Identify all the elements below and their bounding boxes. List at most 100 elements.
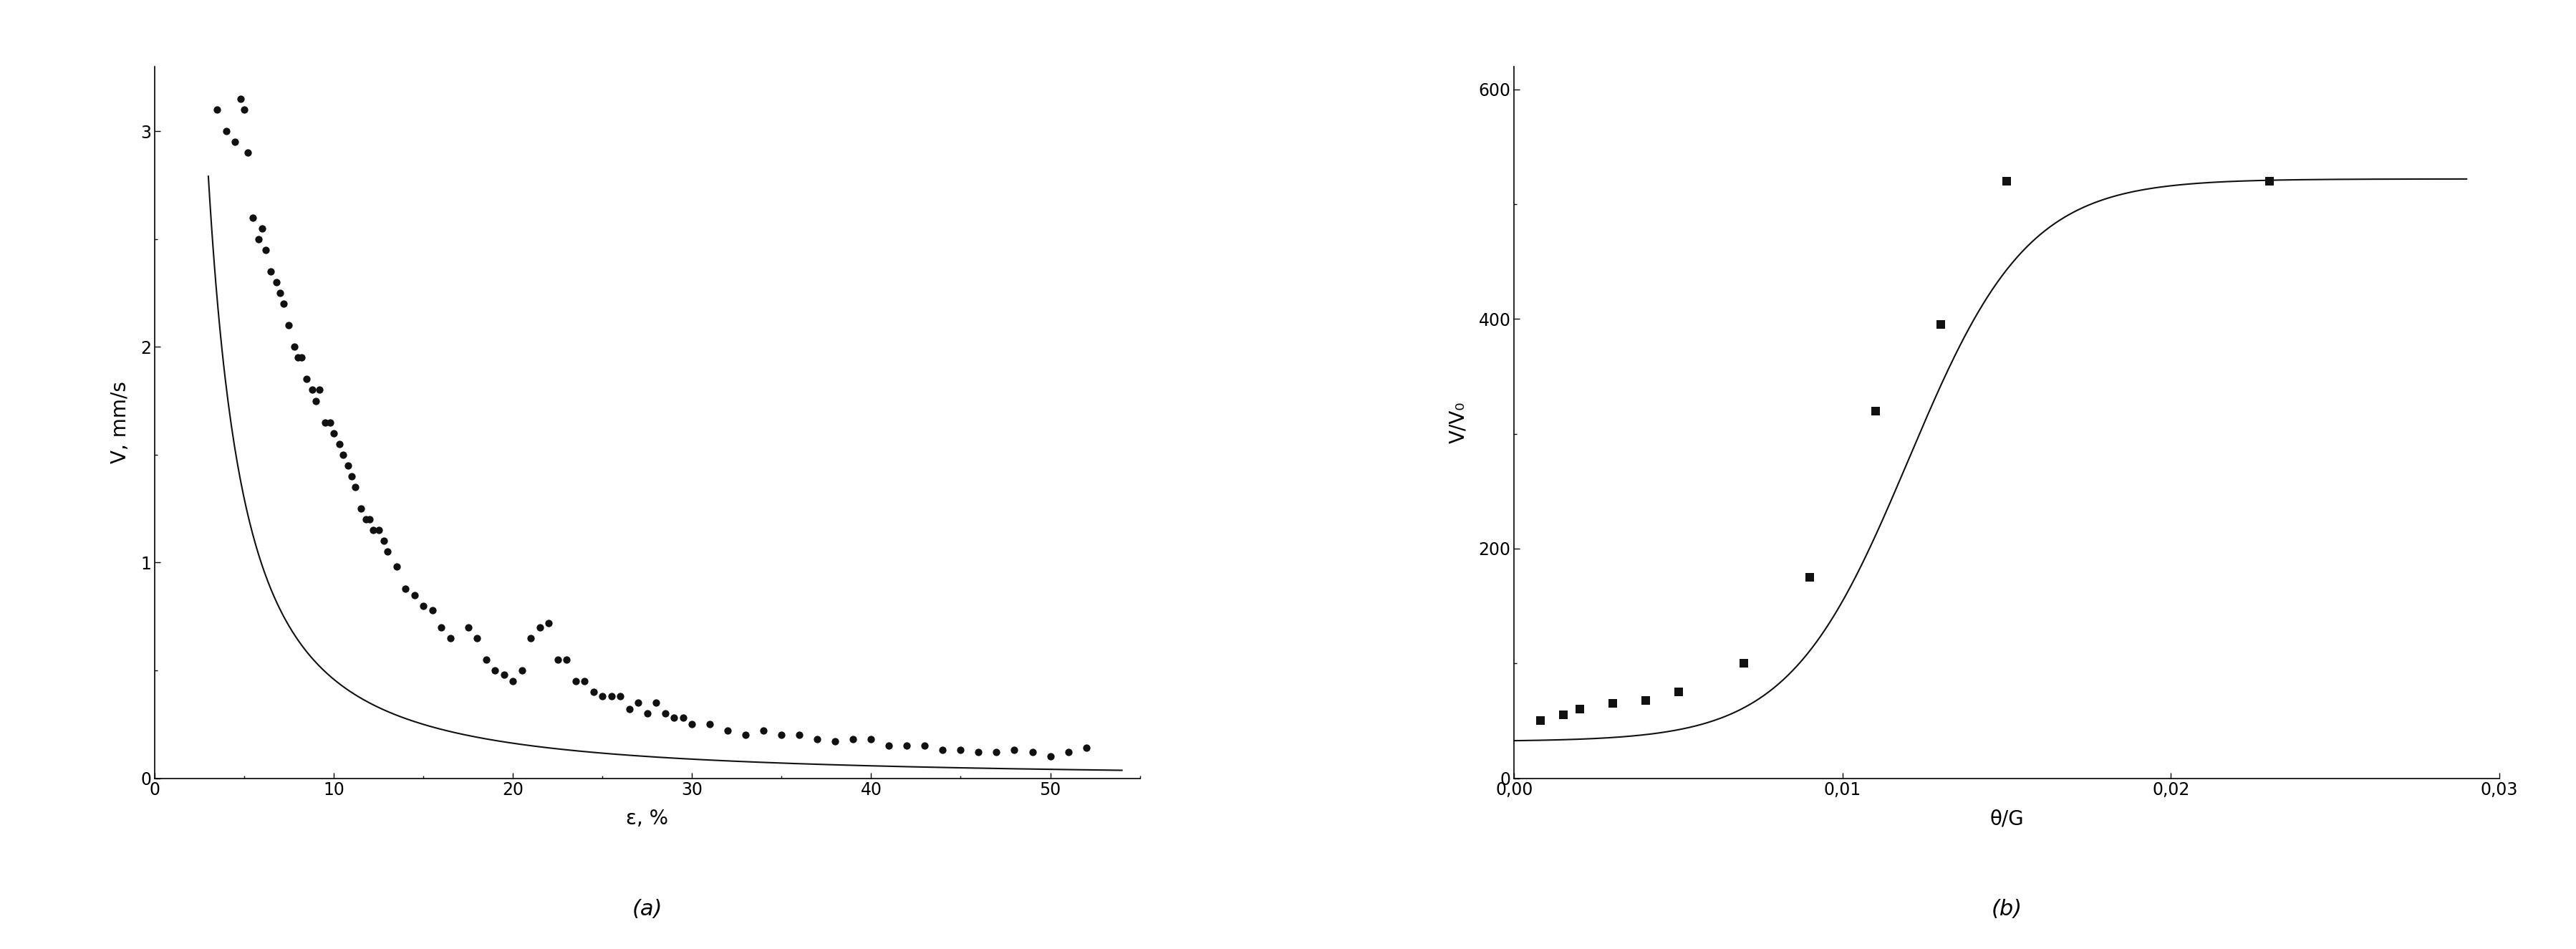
Point [402,598,443,613]
Point [868,738,909,754]
Point [796,732,837,747]
Point [376,559,417,574]
X-axis label: θ/G: θ/G [1989,809,2022,828]
Point [286,372,327,387]
Point [260,286,301,301]
Point [250,264,291,279]
Text: (b): (b) [1991,900,2022,920]
Point [662,710,703,725]
Point [814,734,855,749]
Point [219,91,260,106]
Point [904,738,945,754]
Point [994,742,1036,757]
Point [268,318,309,333]
Point [345,512,386,527]
Y-axis label: V/V₀: V/V₀ [1448,401,1468,443]
Point [1030,749,1072,764]
Point [255,274,296,289]
Point [296,393,337,408]
Point [227,145,268,160]
Point [363,533,404,549]
Point [196,102,237,117]
Point [636,695,677,710]
Point [466,652,507,667]
Point [214,135,255,150]
Point [654,710,696,725]
Point [384,581,425,596]
Point [1558,701,1600,716]
Point [832,732,873,747]
Point [456,630,497,645]
Point [1543,707,1584,722]
Point [922,742,963,757]
Point [760,728,801,743]
X-axis label: ε, %: ε, % [626,809,667,828]
Point [1625,693,1667,708]
Point [510,630,551,645]
Text: (a): (a) [631,900,662,920]
Point [886,738,927,754]
Point [232,210,273,225]
Point [237,232,278,247]
Point [528,615,569,630]
Point [224,102,265,117]
Point [335,479,376,494]
Point [600,689,641,704]
Point [430,630,471,645]
Point [309,415,350,430]
Point [778,728,819,743]
Point [322,447,363,462]
Point [706,723,747,738]
Point [327,457,368,473]
Point [724,728,765,743]
Point [608,701,649,716]
Point [672,716,714,732]
Point [448,620,489,635]
Point [366,544,407,559]
Point [1048,745,1090,760]
Point [626,706,667,721]
Point [2249,174,2290,189]
Point [330,469,371,484]
Point [420,620,461,635]
Point [976,745,1018,760]
Point [546,652,587,667]
Point [564,674,605,689]
Point [492,674,533,689]
Point [314,425,355,440]
Point [273,339,314,354]
Point [554,674,595,689]
Point [291,382,332,398]
Point [582,689,623,704]
Point [572,684,613,699]
Point [278,350,319,365]
Point [1656,684,1698,699]
Point [502,662,544,678]
Point [358,523,399,538]
Point [1592,696,1633,711]
Point [348,512,389,527]
Point [536,652,577,667]
Point [618,695,659,710]
Point [590,689,631,704]
Point [245,242,286,257]
Point [1855,403,1896,419]
Point [304,415,345,430]
Point [484,667,526,682]
Point [263,296,304,311]
Point [340,501,381,516]
Point [206,123,247,139]
Point [1012,745,1054,760]
Point [1788,569,1829,585]
Point [242,220,283,235]
Point [742,723,783,738]
Point [850,732,891,747]
Point [281,350,322,365]
Point [394,587,435,603]
Point [1723,656,1765,671]
Point [690,716,732,732]
Point [353,523,394,538]
Point [319,437,361,452]
Point [299,382,340,398]
Point [474,662,515,678]
